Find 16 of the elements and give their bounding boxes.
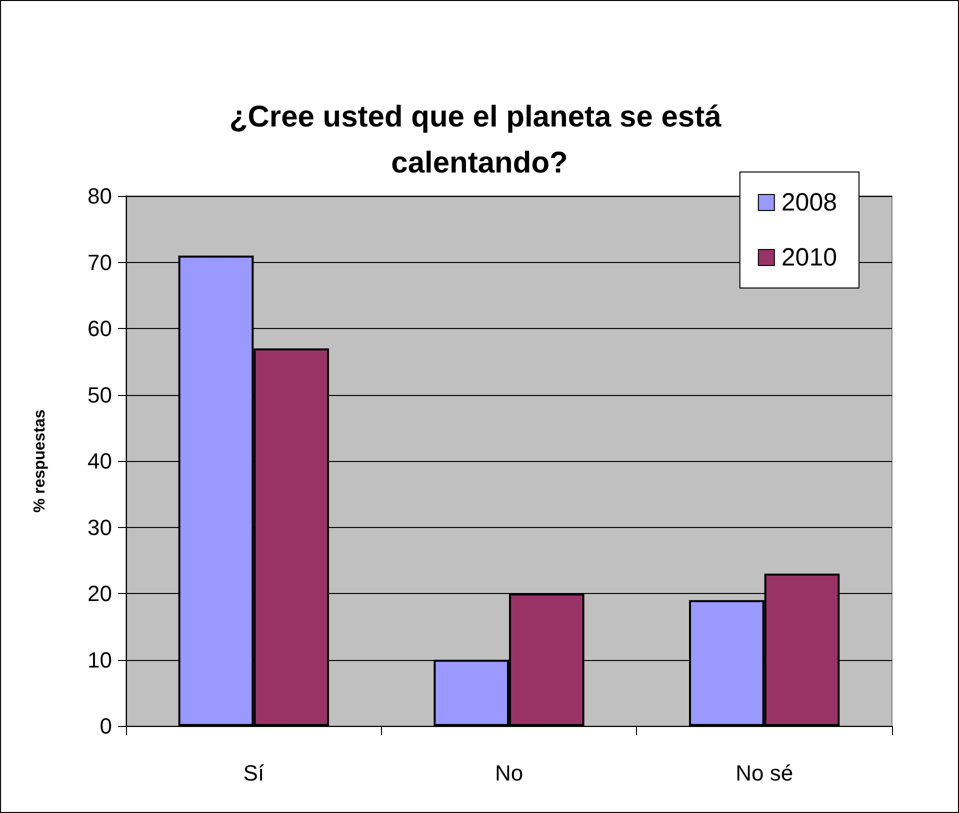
legend-label: 2008: [781, 188, 838, 216]
y-tick-label: 10: [88, 647, 112, 672]
x-tick-label: No sé: [736, 760, 794, 786]
x-tick-label: No: [494, 760, 524, 786]
y-tick-label: 50: [88, 382, 112, 408]
y-tick-label: 30: [88, 514, 112, 540]
y-tick-label: 0: [100, 714, 112, 738]
y-axis-title: % respuestas: [32, 409, 48, 513]
chart-title: ¿Cree usted que el planeta se está calentando?: [229, 100, 730, 180]
legend-label: 2010: [781, 244, 838, 272]
y-tick-label: 70: [88, 250, 112, 275]
y-tick-label: 60: [88, 316, 112, 341]
x-tick-label: Sí: [243, 760, 264, 786]
y-tick-label: 20: [88, 581, 112, 606]
y-tick-label: 40: [88, 448, 112, 474]
y-tick-label: 80: [88, 184, 112, 208]
